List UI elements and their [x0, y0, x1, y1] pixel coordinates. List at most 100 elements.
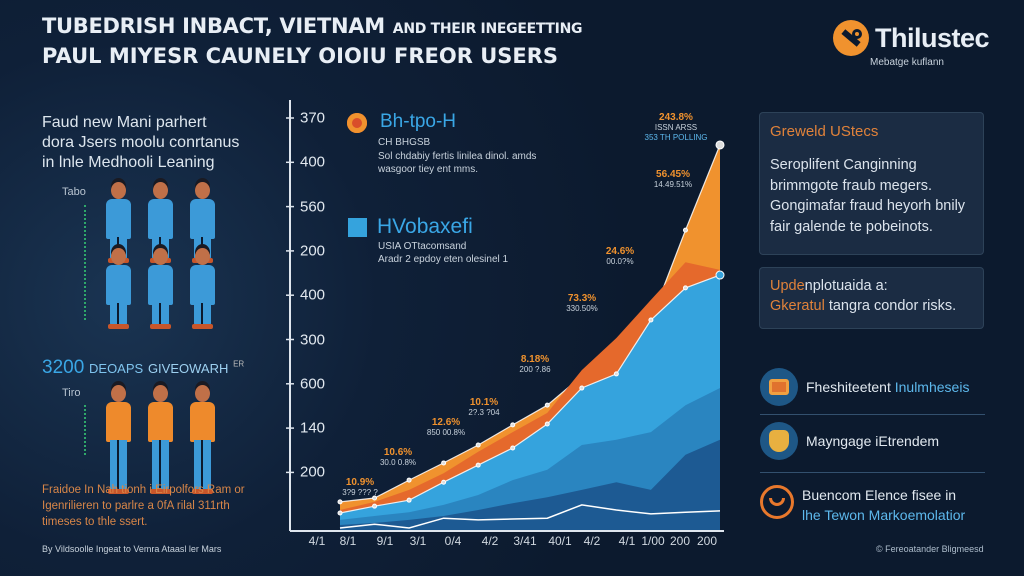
person-figure-icon	[103, 248, 133, 329]
data-label-sub: 850 00.8%	[426, 428, 466, 437]
orange-circle-icon	[347, 113, 367, 133]
info-card: Greweld UStecs Seroplifent Canginning br…	[759, 112, 984, 255]
data-point	[372, 503, 378, 509]
card2-line-2: Gkeratul tangra condor risks.	[770, 296, 973, 316]
data-label-sub: 30.0 0.8%	[379, 458, 417, 467]
x-tick-label: 1/00	[641, 534, 665, 548]
data-label-sub: 14.49.51%	[653, 180, 693, 189]
legend-desc-1: CH BHGSB Sol chdabiy fertis linilea dino…	[378, 136, 536, 176]
data-label-sub2: 353 TH POLLING	[644, 133, 708, 142]
badge-icon	[760, 422, 798, 460]
y-tick-label: 200	[300, 242, 326, 260]
legend-line: USIA OTtacomsand	[378, 241, 467, 252]
heading-line: dora Jsers moolu conrtanus	[42, 134, 240, 151]
data-point	[475, 442, 481, 448]
legend-title-2: HVobaxefi	[377, 215, 473, 238]
legend-line: wasgoor tiey ent mms.	[378, 164, 479, 175]
x-tick-label: 4/2	[583, 534, 601, 548]
data-label-sub: 00.0?%	[606, 257, 634, 266]
series-line	[339, 504, 721, 529]
x-tick-label: 8/1	[339, 534, 357, 548]
handshake-icon	[760, 485, 794, 519]
divider	[760, 472, 985, 473]
brand-logo: Thilustec	[833, 20, 990, 56]
data-label-sub: 3?9 ??? ?	[342, 488, 378, 497]
series-area	[340, 439, 720, 531]
y-tick-label: 600	[300, 375, 326, 393]
stat-line: 3200 DEOAPS GIVEOWARH ER	[42, 357, 244, 379]
robot-icon	[760, 368, 798, 406]
logo-subtitle: Mebatge kuflann	[870, 57, 944, 68]
x-tick-label: 4/1	[618, 534, 636, 548]
x-tick-label: 4/1	[308, 534, 326, 548]
data-label: 10.1% 2?.3 ?04	[468, 398, 499, 418]
data-label-value: 73.3%	[567, 293, 597, 304]
data-point	[441, 460, 447, 466]
person-figure-icon	[145, 248, 175, 329]
dotted-divider	[84, 205, 86, 320]
y-tick-label: 370	[300, 109, 326, 127]
data-point	[613, 371, 619, 377]
data-label: 10.9% 3?9 ??? ?	[342, 478, 378, 498]
data-point	[372, 495, 378, 501]
data-label: 243.8% ISSN ARSS 353 TH POLLING	[645, 113, 708, 143]
legend-line: CH BHGSB	[378, 137, 431, 148]
stat-text: DEOAPS	[89, 361, 144, 376]
list-item: Fheshiteetent Inulmheseis	[760, 368, 985, 406]
data-label: 24.6% 00.0?%	[606, 247, 634, 267]
list-item: Mayngage iEtrendem	[760, 422, 985, 460]
data-label: 8.18% 200 ?.86	[519, 355, 550, 375]
card2-text: tangra condor risks.	[828, 298, 957, 314]
legend-title-1: Bh-tpo-H	[380, 111, 457, 132]
x-tick-label: 200	[669, 534, 691, 548]
list-text: Fheshiteetent	[806, 379, 891, 395]
left-heading: Faud new Mani parhert dora Jsers moolu c…	[42, 113, 239, 173]
list-item: Buencom Elence fisee in lhe Tewon Markoem…	[760, 485, 985, 525]
y-tick-label: 400	[300, 153, 326, 171]
data-label: 73.3% 330.50%	[566, 294, 598, 314]
list-text: Buencom Elence fisee in	[802, 487, 957, 503]
credit-text: By Vildsoolle Ingeat to Vemra Ataasl ler…	[42, 544, 222, 554]
data-point	[715, 140, 725, 150]
logo-name: Thilustec	[875, 22, 990, 53]
x-tick-label: 9/1	[376, 534, 394, 548]
title-suffix: AND THEIR INEGEETTING	[392, 21, 583, 37]
data-point	[544, 402, 550, 408]
list-item-text: Buencom Elence fisee in lhe Tewon Markoem…	[802, 485, 965, 525]
data-point	[510, 445, 516, 451]
y-tick-label: 560	[300, 198, 326, 216]
data-label: 10.6% 30.0 0.8%	[380, 448, 416, 468]
data-point	[579, 385, 585, 391]
data-label-value: 56.45%	[656, 169, 690, 180]
data-point	[441, 479, 447, 485]
data-point	[475, 462, 481, 468]
y-tick-label: 400	[300, 286, 326, 304]
title-line-1: TUBEDRISH INBACT, VIETNAM AND THEIR INEGE…	[42, 14, 582, 38]
stat-text-2: GIVEOWARH	[147, 361, 229, 376]
data-point	[510, 422, 516, 428]
list-item-text: Fheshiteetent Inulmheseis	[806, 379, 969, 395]
divider	[760, 414, 985, 415]
data-point	[682, 285, 688, 291]
dotted-divider	[84, 405, 86, 455]
group2-label: Tiro	[62, 387, 81, 399]
list-text-blue: lhe Tewon Markoemolatior	[802, 507, 966, 523]
data-point	[682, 227, 688, 233]
legend-line: Sol chdabiy fertis linilea dinol. amds	[378, 151, 537, 162]
title-main: TUBEDRISH INBACT, VIETNAM	[42, 14, 385, 38]
card-title: Greweld UStecs	[770, 123, 879, 140]
data-point	[406, 497, 412, 503]
person-figure-icon	[145, 385, 175, 495]
data-label: 56.45% 14.49.51%	[654, 170, 692, 190]
data-label-value: 243.8%	[659, 112, 693, 123]
data-label-value: 8.18%	[520, 354, 550, 365]
data-label-sub: 330.50%	[566, 304, 598, 313]
blue-square-icon	[348, 218, 367, 237]
card2-highlight: Upde	[770, 278, 805, 294]
x-tick-label: 3/41	[513, 534, 537, 548]
data-point	[648, 317, 654, 323]
data-label-sub: 200 ?.86	[519, 365, 551, 374]
y-tick-label: 300	[300, 331, 326, 348]
x-tick-label: 3/1	[409, 534, 427, 548]
card2-line-1: Updenplotuaida a:	[770, 276, 973, 296]
